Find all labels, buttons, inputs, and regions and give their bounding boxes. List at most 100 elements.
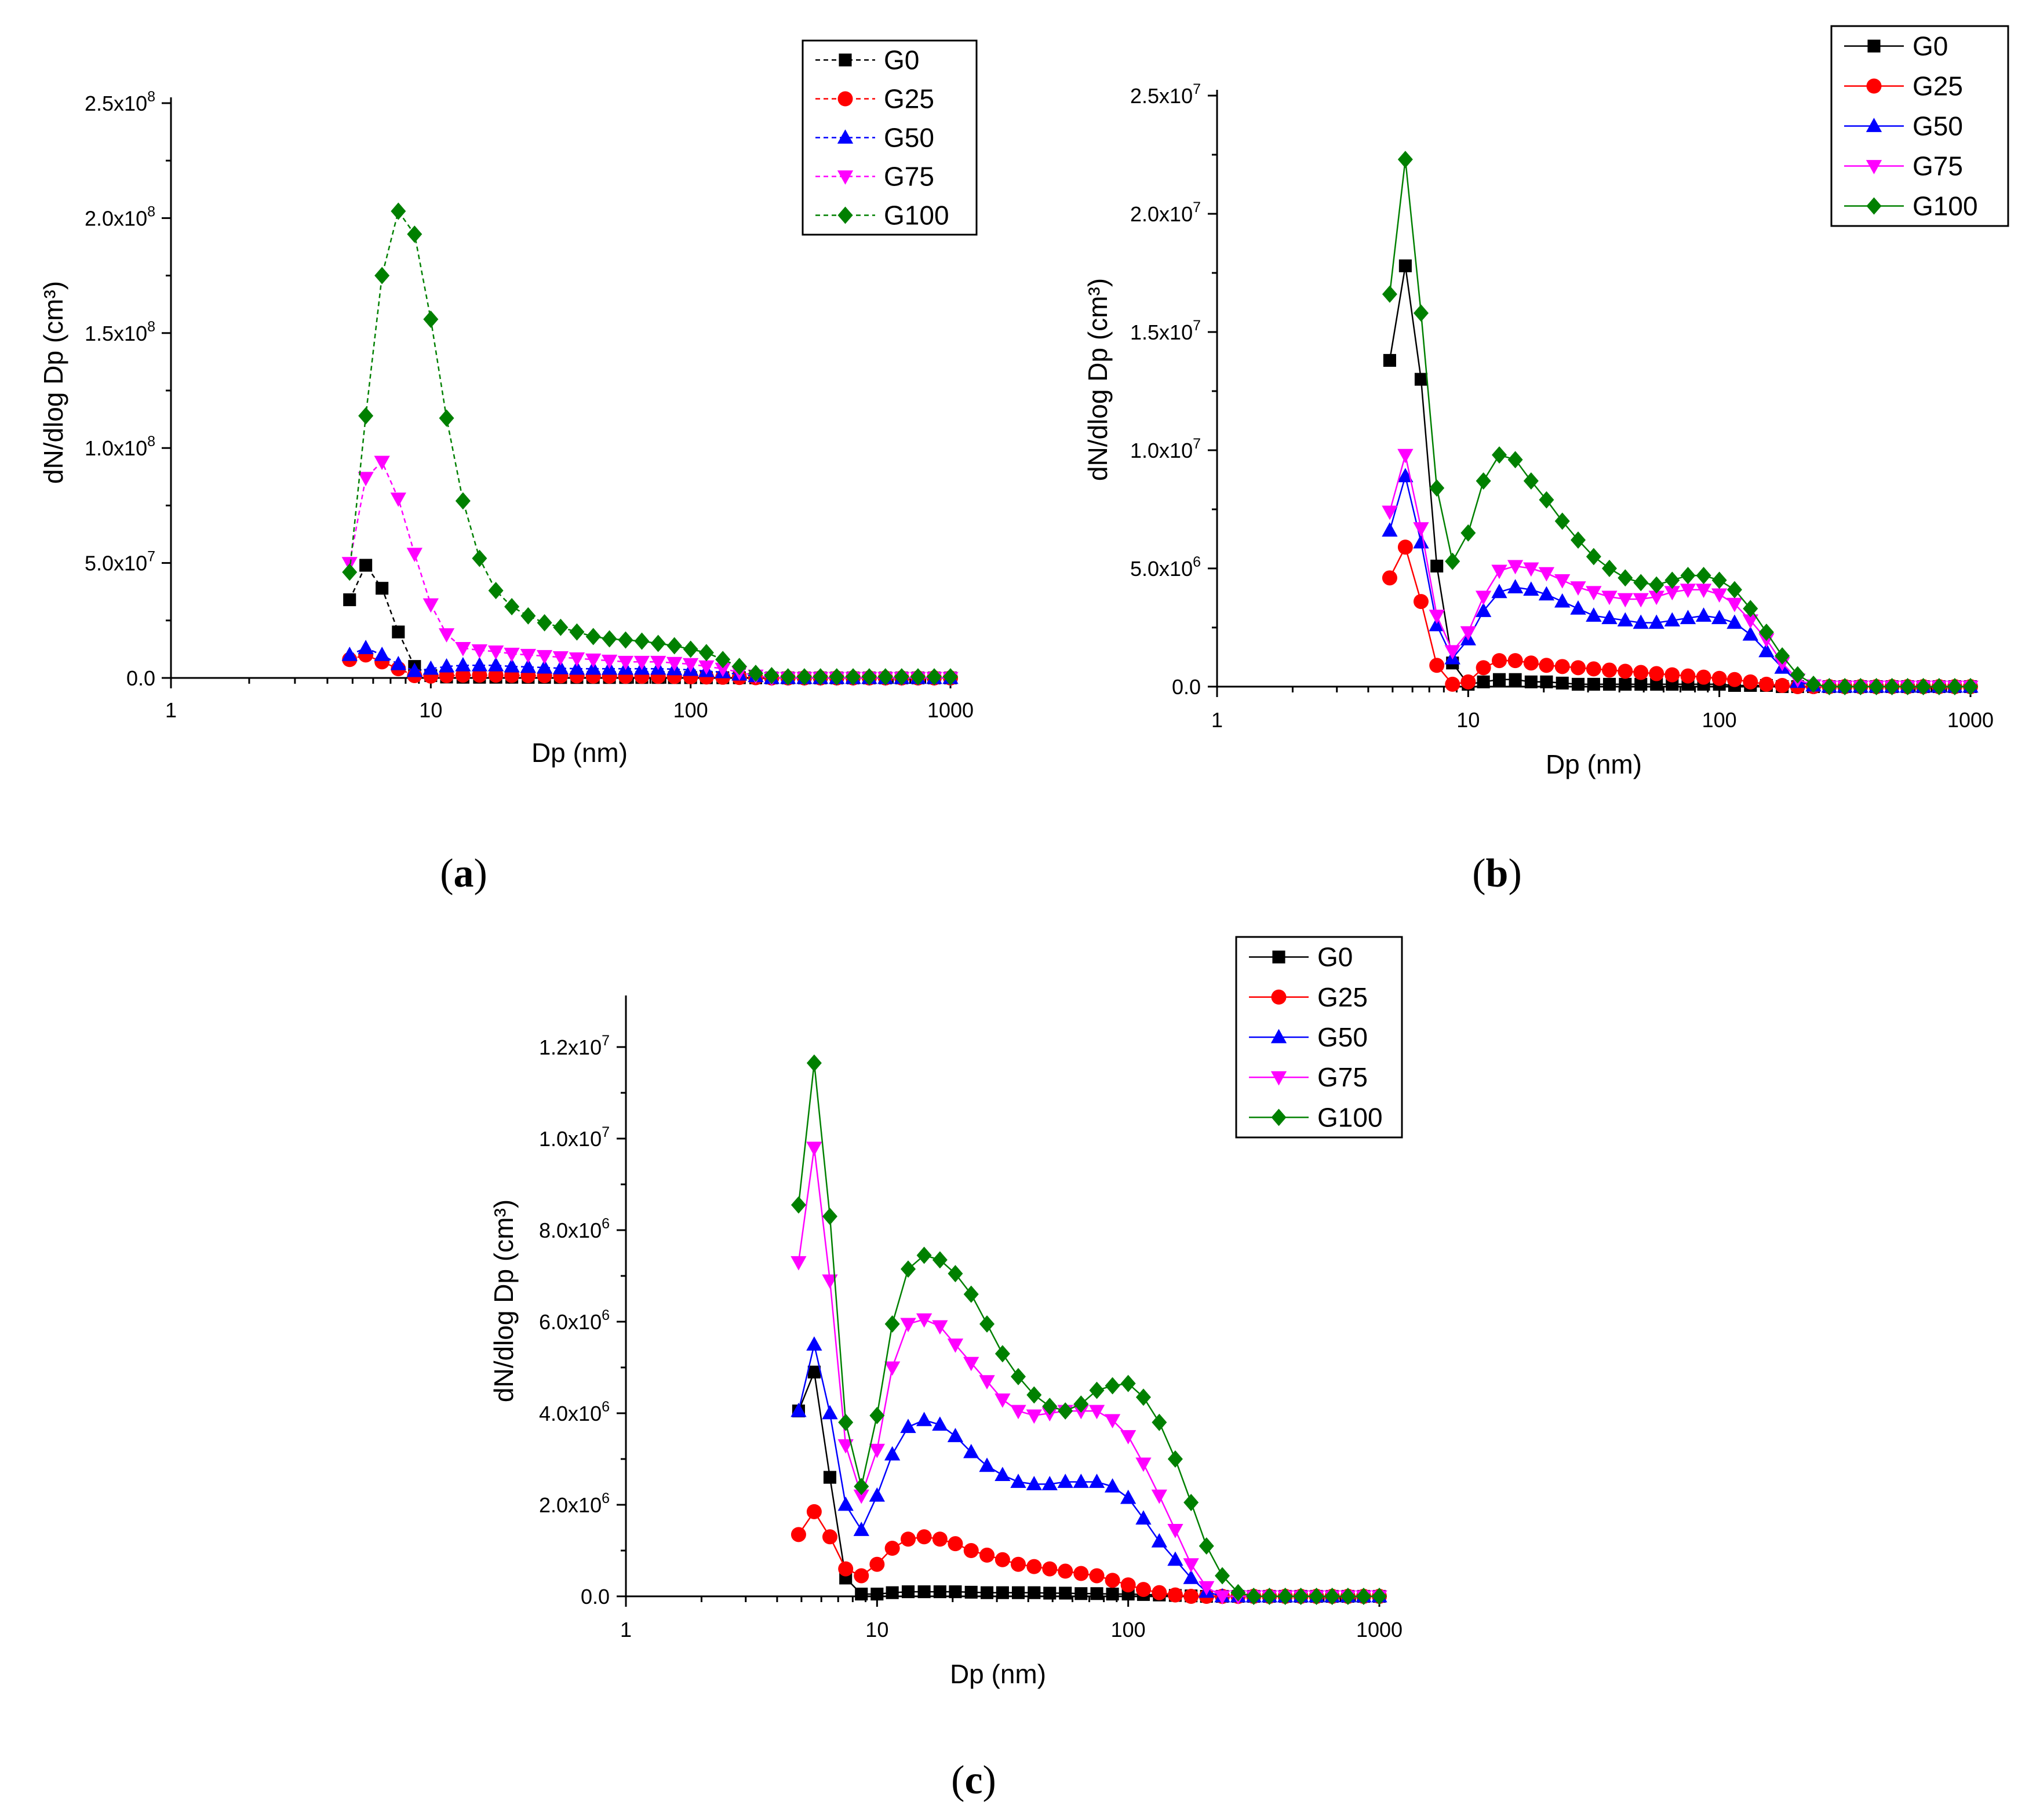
data-point-a-g0 [392, 625, 405, 639]
data-point-a-g75 [471, 644, 488, 659]
y-tick-label-b: 1.5x107 [1130, 318, 1201, 344]
data-point-a-g75 [520, 648, 536, 663]
data-point-b-g75 [1523, 562, 1539, 577]
data-point-a-g25 [488, 668, 504, 683]
legend-marker-c-g25 [1271, 989, 1287, 1005]
data-point-a-g75 [666, 656, 683, 672]
data-point-c-g0 [870, 1588, 884, 1601]
data-point-c-g100 [995, 1345, 1010, 1363]
data-point-b-g50 [1429, 617, 1445, 632]
data-point-a-g100 [683, 640, 698, 658]
data-point-c-g100 [1120, 1374, 1136, 1392]
data-point-b-g100 [1837, 678, 1853, 695]
data-point-b-g50 [1742, 626, 1758, 641]
y-tick-label-c: 2.0x106 [539, 1490, 610, 1517]
data-point-a-g50 [471, 656, 488, 672]
data-point-b-g100 [1664, 571, 1680, 589]
data-point-b-g100 [1586, 548, 1601, 566]
data-point-b-g25 [1539, 658, 1554, 673]
data-point-a-g100 [731, 658, 747, 676]
data-point-b-g25 [1633, 665, 1649, 680]
data-point-a-g100 [472, 549, 487, 567]
data-point-b-g75 [1633, 593, 1649, 608]
legend-marker-b-g0 [1867, 39, 1881, 53]
data-point-b-g25 [1758, 676, 1774, 692]
data-point-c-g50 [806, 1336, 822, 1351]
data-point-a-g25 [455, 668, 471, 683]
data-point-a-g50 [504, 658, 520, 673]
data-point-b-g0 [1492, 673, 1506, 686]
data-point-a-g100 [537, 614, 552, 632]
data-point-b-g75 [1413, 522, 1429, 537]
legend-label-c-g0: G0 [1317, 942, 1353, 972]
data-point-c-g100 [822, 1208, 837, 1226]
data-point-b-g75 [1570, 581, 1586, 596]
y-tick-label-b: 2.0x107 [1130, 199, 1201, 226]
data-point-a-g100 [698, 644, 714, 662]
data-point-a-g50 [552, 660, 569, 674]
legend-c: G0 G25 G50 G75 G100 [1235, 936, 1403, 1139]
data-point-c-g25 [854, 1568, 869, 1584]
data-point-b-g0 [1650, 677, 1663, 691]
legend-label-c-g75: G75 [1317, 1062, 1368, 1092]
chart-panel-c: 1 10 100 1000 0.0 2.0x106 4.0x106 6.0x106 8.0x10… [489, 936, 1403, 1689]
data-point-b-g0 [1398, 259, 1412, 272]
data-point-a-g100 [488, 582, 504, 600]
data-point-b-g25 [1586, 661, 1601, 677]
data-point-b-g25 [1523, 655, 1539, 671]
data-point-c-g50 [791, 1402, 807, 1417]
data-point-c-g75 [884, 1361, 901, 1376]
data-point-b-g25 [1711, 670, 1727, 686]
data-point-c-g50 [869, 1487, 885, 1502]
data-point-b-g75 [1491, 564, 1507, 579]
data-point-b-g100 [1633, 574, 1649, 592]
data-point-a-g50 [406, 662, 422, 677]
chart-panel-a: 1 10 100 1000 0.0 5.0x107 1.0x108 1.5x108 2.0x10… [38, 39, 978, 768]
data-point-a-g75 [715, 662, 731, 677]
data-point-a-g100 [846, 668, 861, 685]
data-point-a-g100 [455, 492, 471, 510]
data-point-b-g50 [1570, 600, 1586, 615]
data-point-a-g100 [748, 665, 763, 683]
data-point-b-g75 [1664, 586, 1680, 601]
data-point-a-g75 [650, 655, 666, 670]
data-point-c-g100 [979, 1315, 995, 1333]
data-point-c-g100 [1262, 1588, 1277, 1605]
data-point-c-g75 [837, 1439, 854, 1454]
data-point-c-g50 [1183, 1570, 1199, 1584]
data-point-b-g50 [1711, 610, 1728, 625]
data-point-a-g50 [520, 658, 536, 673]
legend-marker-c-g50 [1270, 1028, 1287, 1044]
data-point-b-g75 [1538, 567, 1555, 582]
data-point-c-g0 [823, 1471, 837, 1484]
legend-marker-b-g75 [1866, 160, 1882, 174]
data-point-b-g100 [1492, 446, 1507, 464]
data-point-c-g100 [1372, 1588, 1387, 1605]
data-point-c-g75 [963, 1356, 979, 1372]
data-point-c-g0 [1106, 1588, 1119, 1601]
data-point-b-g100 [1539, 491, 1554, 509]
data-point-b-g25 [1492, 653, 1507, 669]
legend-label-a-g75: G75 [884, 162, 934, 192]
data-point-a-g50 [390, 655, 406, 670]
data-point-c-g25 [916, 1529, 932, 1545]
data-point-b-g0 [1430, 559, 1444, 572]
x-tick-label-b: 1000 [1947, 708, 1994, 732]
data-point-b-g25 [1618, 663, 1633, 679]
data-point-b-g25 [1413, 594, 1429, 610]
data-point-c-g50 [1151, 1533, 1167, 1548]
data-point-c-g100 [1105, 1377, 1120, 1395]
legend-label-c-g50: G50 [1317, 1022, 1368, 1052]
data-point-b-g0 [1524, 675, 1538, 688]
data-point-c-g0 [964, 1585, 978, 1599]
data-point-c-g75 [869, 1443, 885, 1458]
data-point-c-g25 [932, 1531, 948, 1547]
data-point-c-g100 [1199, 1537, 1214, 1555]
data-point-c-g100 [838, 1413, 854, 1431]
legend-label-a-g25: G25 [884, 84, 934, 114]
y-tick-label-c: 0.0 [581, 1585, 610, 1609]
legend-label-b-g0: G0 [1913, 31, 1948, 61]
y-tick-label-c: 6.0x106 [539, 1307, 610, 1334]
x-tick-label-a: 1000 [927, 698, 974, 722]
data-point-b-g100 [1822, 678, 1837, 695]
